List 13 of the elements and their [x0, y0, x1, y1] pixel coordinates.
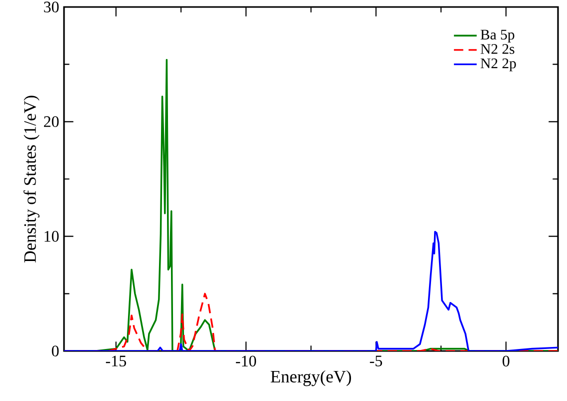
x-tick-label: -10: [236, 356, 256, 366]
x-tick-label: 0: [502, 356, 510, 366]
legend-label: N2 2s: [480, 44, 514, 54]
x-axis-title: Energy(eV): [270, 370, 352, 386]
x-tick-label: -5: [370, 356, 382, 366]
legend-label: Ba 5p: [480, 30, 514, 43]
y-axis-title: Density of States (1/eV): [24, 96, 40, 262]
y-tick-label: 30: [44, 2, 59, 12]
x-tick-label: -15: [106, 356, 126, 366]
y-tick-label: 10: [44, 230, 59, 242]
legend-label: N2 2p: [480, 58, 516, 72]
y-tick-label: 0: [52, 346, 59, 356]
y-tick-label: 20: [44, 116, 59, 128]
